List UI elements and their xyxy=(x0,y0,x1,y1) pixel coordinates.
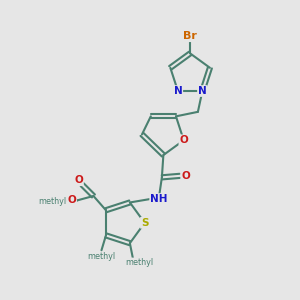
Text: methyl: methyl xyxy=(38,196,67,206)
Text: S: S xyxy=(141,218,148,228)
Text: methyl: methyl xyxy=(125,258,153,267)
Text: methyl: methyl xyxy=(87,252,116,261)
Text: N: N xyxy=(173,86,182,96)
Text: O: O xyxy=(68,195,76,205)
Text: Br: Br xyxy=(183,31,197,41)
Text: O: O xyxy=(74,175,83,185)
Text: O: O xyxy=(179,135,188,145)
Text: NH: NH xyxy=(150,194,168,204)
Text: N: N xyxy=(198,86,207,96)
Text: O: O xyxy=(181,171,190,181)
